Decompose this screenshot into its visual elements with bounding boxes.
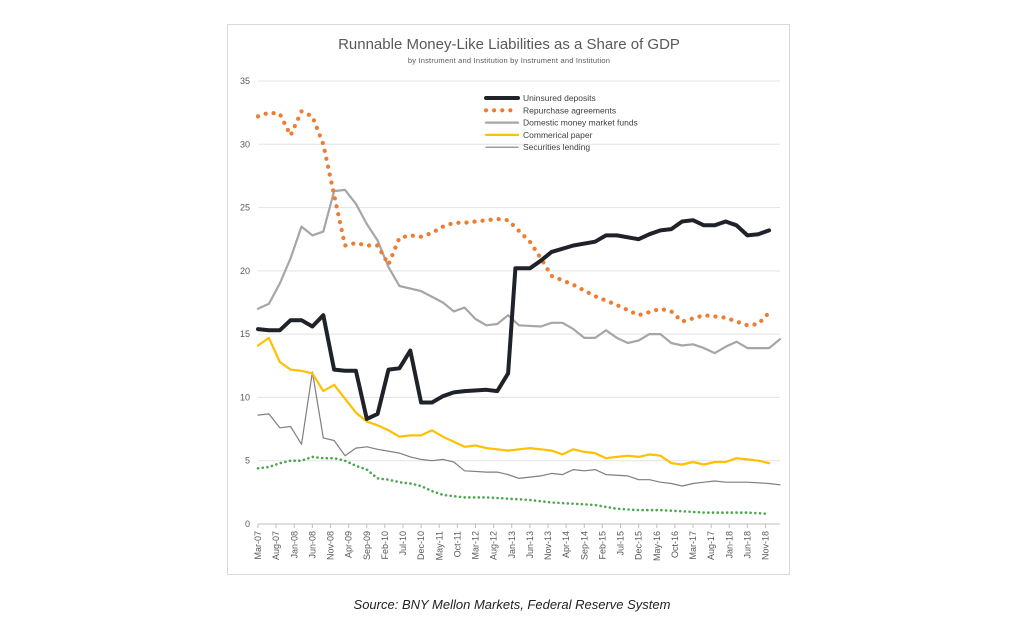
- x-tick-label: Jun-13: [525, 531, 535, 559]
- x-tick-label: Mar-12: [471, 531, 481, 560]
- chart-frame: Runnable Money-Like Liabilities as a Sha…: [227, 24, 790, 575]
- x-tick-label: Jun-08: [307, 531, 317, 559]
- y-tick-label: 5: [245, 456, 250, 466]
- x-tick-label: Dec-10: [416, 531, 426, 560]
- series-securities-lending: [257, 371, 781, 487]
- chart-subtitle: by Instrument and Institution by Instrum…: [408, 56, 610, 65]
- series-repurchase-agreements: [255, 109, 772, 328]
- y-tick-label: 30: [240, 139, 250, 149]
- series-uninsured-deposits: [256, 218, 772, 421]
- x-tick-label: Aug-12: [489, 531, 499, 560]
- x-tick-label: Jul-10: [398, 531, 408, 556]
- x-tick-label: Jan-08: [289, 531, 299, 559]
- x-tick-label: Apr-09: [344, 531, 354, 558]
- series-unlabeled: [256, 455, 771, 516]
- series-commerical-paper: [256, 336, 771, 466]
- x-tick-label: May-16: [652, 531, 662, 561]
- x-tick-label: Jun-18: [742, 531, 752, 559]
- x-tick-label: Jan-18: [724, 531, 734, 559]
- x-tick-label: Sep-14: [579, 531, 589, 560]
- x-tick-label: Aug-07: [271, 531, 281, 560]
- x-tick-label: Mar-07: [253, 531, 263, 560]
- legend-label: Uninsured deposits: [523, 93, 596, 103]
- series-domestic-money-market-funds: [256, 188, 782, 355]
- y-tick-label: 10: [240, 392, 250, 402]
- y-tick-label: 20: [240, 266, 250, 276]
- x-tick-label: Apr-14: [561, 531, 571, 558]
- x-tick-label: Nov-13: [543, 531, 553, 560]
- y-tick-label: 35: [240, 76, 250, 86]
- x-tick-label: Aug-17: [706, 531, 716, 560]
- x-tick-label: Dec-15: [634, 531, 644, 560]
- legend-label: Securities lending: [523, 142, 590, 152]
- source-caption: Source: BNY Mellon Markets, Federal Rese…: [353, 597, 671, 612]
- x-tick-label: Jan-13: [507, 531, 517, 559]
- legend-label: Domestic money market funds: [523, 118, 638, 128]
- chart-title: Runnable Money-Like Liabilities as a Sha…: [338, 36, 680, 53]
- x-tick-label: Nov-18: [761, 531, 771, 560]
- y-tick-label: 15: [240, 329, 250, 339]
- chart-canvas: Runnable Money-Like Liabilities as a Sha…: [240, 36, 782, 561]
- x-tick-label: Feb-10: [380, 531, 390, 560]
- x-tick-label: Sep-09: [362, 531, 372, 560]
- legend-label: Repurchase agreements: [523, 105, 616, 115]
- legend: Uninsured deposits Repurchase agreements D…: [483, 93, 638, 152]
- plot-series: [255, 109, 782, 516]
- x-tick-label: Nov-08: [326, 531, 336, 560]
- x-tick-label: May-11: [434, 531, 444, 560]
- x-tick-label: Oct-11: [452, 531, 462, 557]
- x-tick-label: Jul-15: [616, 531, 626, 556]
- y-tick-label: 25: [240, 203, 250, 213]
- legend-label: Commerical paper: [523, 130, 593, 140]
- x-tick-label: Oct-16: [670, 531, 680, 558]
- x-tick-label: Mar-17: [688, 531, 698, 560]
- y-tick-label: 0: [245, 519, 250, 529]
- x-axis-ticks: Mar-07 Aug-07 Jan-08 Jun-08 Nov-08 Apr-09 Sep-…: [253, 524, 771, 561]
- x-tick-label: Feb-15: [597, 531, 607, 560]
- y-axis-ticks: 0 5 10 15 20 25 30 35: [240, 76, 250, 529]
